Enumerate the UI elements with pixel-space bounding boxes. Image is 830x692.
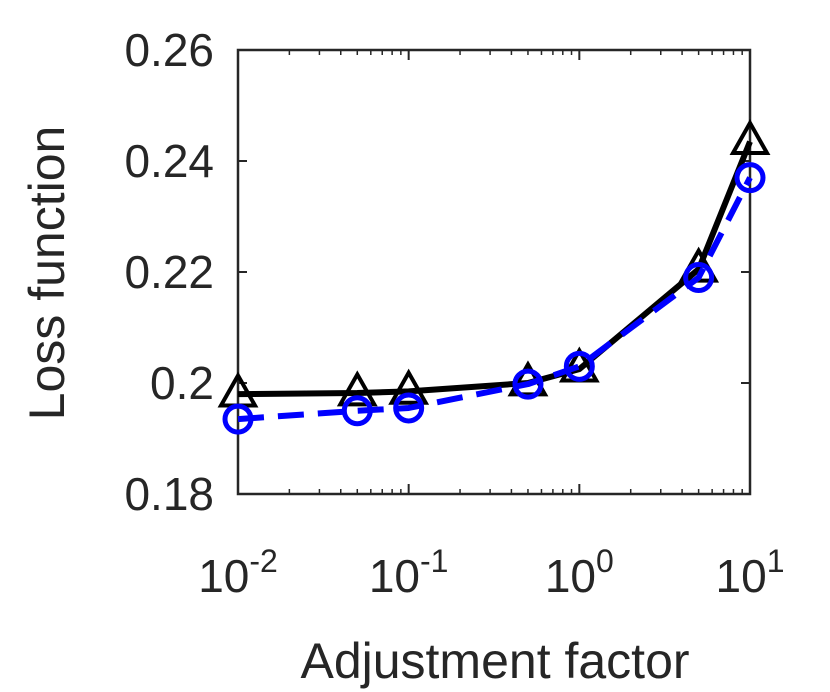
y-tick-label: 0.18 [124, 468, 214, 520]
y-axis-label: Loss function [19, 126, 75, 421]
series-1-line [237, 140, 753, 398]
x-tick-label: 100 [545, 543, 614, 602]
series-2 [222, 162, 766, 435]
series-layer [217, 118, 771, 435]
series-1 [217, 118, 771, 408]
plot-frame [236, 48, 752, 496]
circle-marker [393, 392, 425, 424]
series-2-line [237, 176, 753, 423]
x-axis-label: Adjustment factor [300, 633, 689, 689]
circle-marker [222, 403, 254, 435]
x-tick-label: 10-2 [198, 543, 278, 602]
y-tick-label: 0.24 [124, 135, 214, 187]
y-tick-label: 0.2 [150, 357, 214, 409]
x-tick-label: 10-1 [369, 543, 449, 602]
y-tick-label: 0.22 [124, 246, 214, 298]
circle-marker [683, 262, 715, 294]
triangle-marker [336, 370, 378, 407]
x-tick-label: 101 [716, 543, 785, 602]
circle-marker [563, 350, 595, 382]
y-tick-label: 0.26 [124, 24, 214, 76]
triangle-marker [388, 368, 430, 405]
circle-marker [734, 162, 766, 194]
axis-ticks [237, 49, 751, 495]
circle-marker [512, 368, 544, 400]
tick-labels: 0.18 0.2 0.22 0.24 0.26 10-2 10-1 100 101 [124, 24, 784, 602]
plot-box [236, 48, 752, 496]
triangle-marker [729, 118, 771, 155]
circle-marker [341, 395, 373, 427]
